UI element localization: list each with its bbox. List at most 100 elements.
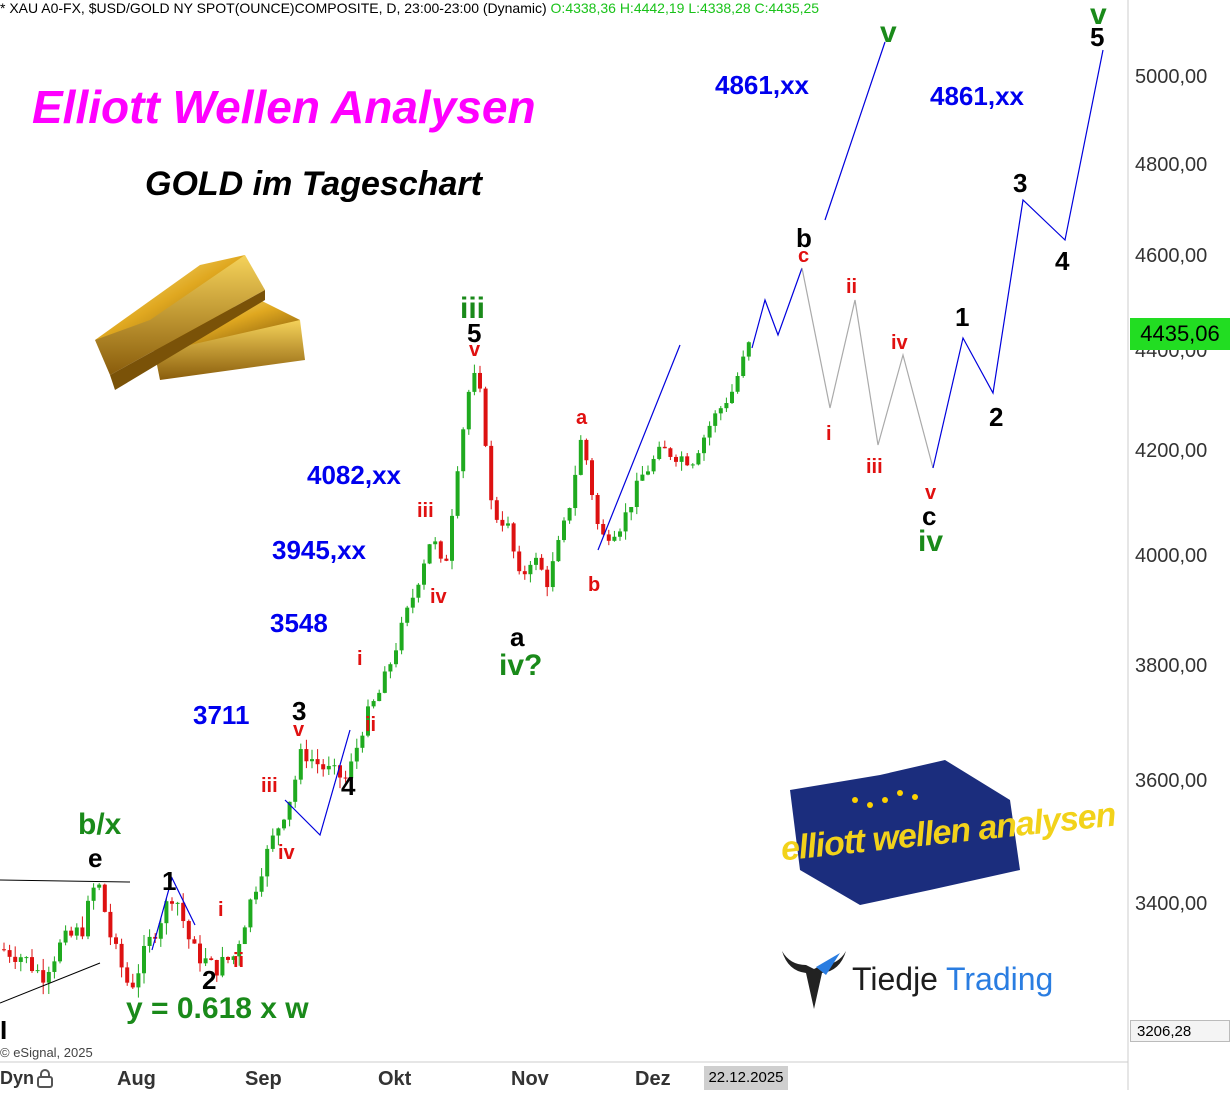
candle-body bbox=[119, 943, 124, 968]
tiedje-trading-logo: Tiedje Trading bbox=[778, 945, 1053, 1015]
candle-body bbox=[601, 523, 606, 535]
candle-body bbox=[282, 819, 286, 829]
candle-body bbox=[108, 911, 113, 938]
candle-body bbox=[478, 372, 482, 389]
candle-body bbox=[242, 927, 247, 945]
price-tick: 5000,00 bbox=[1135, 66, 1208, 88]
target-label: 3945,xx bbox=[272, 535, 366, 565]
candle-body bbox=[265, 848, 270, 877]
candle-body bbox=[668, 448, 673, 457]
candle-body bbox=[646, 471, 650, 475]
lock-icon[interactable] bbox=[36, 1068, 54, 1088]
candle-body bbox=[276, 828, 281, 836]
candle-body bbox=[573, 474, 578, 509]
wave-label-black: 2 bbox=[202, 965, 217, 995]
wave-label-red: b bbox=[588, 574, 601, 596]
wave-label-red: v bbox=[469, 339, 481, 361]
month-label: Aug bbox=[117, 1068, 156, 1090]
target-label: 4861,xx bbox=[930, 81, 1024, 111]
wave-label-red: iii bbox=[261, 775, 278, 797]
wave-label-black: 4 bbox=[341, 771, 356, 801]
candle-body bbox=[696, 453, 701, 465]
wave-label-red: i bbox=[218, 899, 224, 921]
candle-body bbox=[46, 971, 51, 983]
candle-body bbox=[679, 456, 684, 462]
candles bbox=[2, 341, 751, 998]
wave-label-red: i bbox=[826, 423, 832, 445]
candle-body bbox=[7, 950, 12, 957]
candle-body bbox=[511, 523, 516, 552]
candle-body bbox=[472, 372, 477, 392]
wave-label-red: iv bbox=[278, 842, 295, 864]
candle-body bbox=[125, 967, 130, 983]
candle-body bbox=[410, 597, 415, 608]
wave-label-red: a bbox=[576, 407, 588, 429]
candle-body bbox=[13, 956, 18, 962]
candle-body bbox=[231, 956, 236, 960]
gold-bars-image bbox=[95, 255, 305, 390]
price-tick: 4600,00 bbox=[1135, 245, 1208, 267]
price-tick: 3400,00 bbox=[1135, 893, 1208, 915]
candle-body bbox=[332, 765, 337, 767]
candle-body bbox=[640, 474, 645, 481]
wave-label-green: v bbox=[1090, 0, 1107, 31]
candle-body bbox=[170, 901, 174, 904]
candle-body bbox=[259, 876, 264, 892]
projection-line bbox=[824, 41, 886, 221]
candle-body bbox=[461, 429, 466, 472]
candle-body bbox=[186, 921, 191, 940]
wave-line bbox=[284, 729, 351, 837]
projection-line bbox=[932, 49, 1104, 469]
candle-body bbox=[651, 458, 656, 472]
candle-body bbox=[528, 564, 533, 575]
candle-body bbox=[584, 439, 589, 461]
wave-label-black: e bbox=[88, 843, 103, 873]
candle-body bbox=[349, 761, 354, 779]
candle-body bbox=[209, 958, 214, 960]
month-label: Sep bbox=[245, 1068, 282, 1090]
wave-label-green: b/x bbox=[78, 808, 122, 841]
candle-body bbox=[427, 544, 432, 564]
candle-body bbox=[18, 957, 23, 962]
formula-label: y = 0.618 x w bbox=[126, 992, 309, 1025]
candle-body bbox=[293, 779, 298, 802]
month-label: Nov bbox=[511, 1068, 549, 1090]
candle-body bbox=[735, 376, 740, 392]
candle-body bbox=[388, 664, 393, 672]
candle-body bbox=[506, 523, 510, 526]
candle-body bbox=[287, 801, 292, 820]
wave-lines bbox=[0, 41, 1104, 1004]
candle-body bbox=[114, 937, 118, 944]
wave-label-black: a bbox=[510, 622, 525, 652]
low-price-badge: 3206,28 bbox=[1130, 1020, 1230, 1042]
copyright: © eSignal, 2025 bbox=[0, 1045, 93, 1060]
candle-body bbox=[595, 495, 600, 524]
candle-body bbox=[399, 622, 404, 651]
candle-body bbox=[382, 671, 387, 693]
candle-body bbox=[606, 534, 611, 541]
candle-body bbox=[254, 891, 258, 900]
candle-body bbox=[634, 480, 639, 508]
candle-body bbox=[730, 391, 734, 404]
wave-label-black: 1 bbox=[162, 866, 177, 896]
price-tick: 3800,00 bbox=[1135, 655, 1208, 677]
candle-body bbox=[2, 949, 6, 951]
brand-part1: Tiedje bbox=[852, 961, 938, 997]
candle-body bbox=[24, 957, 29, 959]
wave-label-black: 4 bbox=[1055, 246, 1070, 276]
candle-body bbox=[214, 959, 219, 976]
candle-body bbox=[455, 471, 460, 516]
candle-body bbox=[562, 520, 566, 541]
candle-body bbox=[674, 456, 678, 462]
candle-body bbox=[80, 927, 85, 937]
candle-body bbox=[623, 512, 628, 532]
candle-body bbox=[550, 561, 555, 588]
candle-body bbox=[494, 500, 499, 520]
candle-body bbox=[102, 884, 107, 912]
candle-body bbox=[629, 507, 634, 513]
candle-body bbox=[220, 956, 225, 976]
candle-body bbox=[685, 456, 690, 466]
candle-body bbox=[438, 541, 443, 559]
candle-body bbox=[142, 945, 146, 974]
chart-header: * XAU A0-FX, $USD/GOLD NY SPOT(OUNCE)COM… bbox=[0, 0, 819, 16]
